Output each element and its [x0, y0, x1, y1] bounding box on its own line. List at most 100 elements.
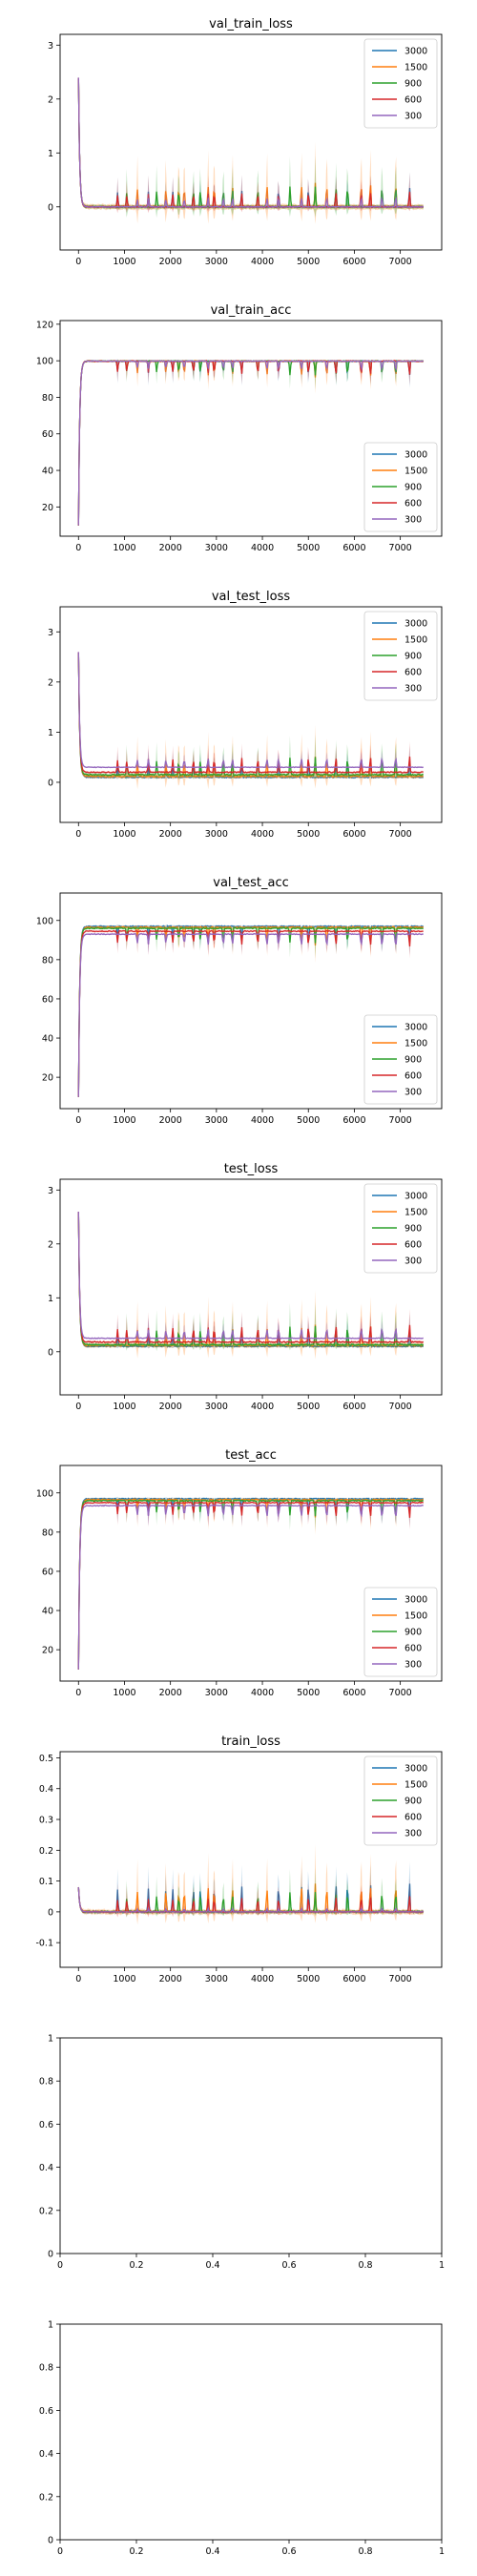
y-tick-label: 100: [36, 1488, 53, 1499]
axes-frame: [59, 1751, 443, 1968]
x-tick-label: 0: [75, 829, 81, 840]
legend-label-900: 900: [404, 1055, 422, 1066]
legend-box: [363, 611, 438, 701]
x-tick-label: 6000: [342, 1402, 365, 1412]
x-tick-label: 6000: [342, 257, 365, 267]
legend-label-3000: 3000: [404, 1595, 427, 1606]
legend-label-900: 900: [404, 652, 422, 662]
chart-title: val_test_loss: [212, 590, 291, 604]
x-tick-label: 4000: [251, 1974, 274, 1984]
chart-panel-9: 0 0.2 0.4 0.6 0.8 1 0 0.2 0.4 0.6 0.8 1: [39, 2320, 445, 2558]
legend-label-3000: 3000: [404, 47, 427, 57]
series-line-300: [77, 652, 425, 769]
y-tick-label: 20: [42, 1073, 53, 1084]
series-line-1500: [77, 1211, 425, 1348]
y-tick-label: 0.8: [39, 2363, 53, 2374]
plot-area: [77, 74, 424, 224]
x-tick-label: 3000: [205, 1688, 228, 1698]
legend-label-3000: 3000: [404, 1023, 427, 1033]
series-line-900: [77, 925, 424, 1097]
legend-box: [363, 442, 438, 532]
y-tick-label: 0: [48, 202, 53, 213]
y-tick-label: 0.4: [39, 1784, 53, 1795]
series-band-1500: [78, 1209, 424, 1360]
x-tick-label: 1000: [113, 829, 135, 840]
legend-label-3000: 3000: [404, 1192, 427, 1202]
x-tick-label: 0.6: [281, 2260, 296, 2271]
legend-box: [363, 1183, 438, 1274]
y-tick-label: 0: [48, 2250, 53, 2260]
x-tick-label: 0: [75, 257, 81, 267]
x-tick-label: 5000: [297, 1974, 320, 1984]
x-tick-label: 1: [439, 2546, 445, 2557]
x-tick-label: 7000: [389, 829, 412, 840]
series-band-600: [78, 1878, 424, 1918]
legend-label-1500: 1500: [404, 1611, 427, 1622]
legend-label-600: 600: [404, 1071, 422, 1082]
x-tick-label: 2000: [159, 1974, 182, 1984]
x-tick-label: 5000: [297, 257, 320, 267]
legend-label-300: 300: [404, 1660, 422, 1671]
y-tick-label: 1: [48, 1294, 53, 1304]
y-tick-label: 0.4: [39, 2449, 53, 2460]
y-tick-label: 120: [36, 320, 53, 330]
x-tick-label: 4000: [251, 543, 274, 553]
legend-label-300: 300: [404, 1829, 422, 1839]
y-tick-label: 2: [48, 677, 53, 688]
y-tick-label: 1: [48, 2320, 53, 2331]
x-tick-label: 4000: [251, 829, 274, 840]
x-tick-label: 7000: [389, 543, 412, 553]
plot-area: [77, 924, 425, 1098]
y-tick-label: 1: [48, 728, 53, 738]
x-tick-label: 0.2: [129, 2546, 143, 2557]
y-tick-label: 0.5: [39, 1754, 53, 1764]
series-line-900: [77, 1211, 425, 1347]
legend-label-3000: 3000: [404, 450, 427, 461]
x-tick-label: 2000: [159, 1402, 182, 1412]
x-tick-label: 4000: [251, 1688, 274, 1698]
y-tick-label: 60: [42, 994, 53, 1005]
x-tick-label: 3000: [205, 1115, 228, 1126]
x-tick-label: 7000: [389, 257, 412, 267]
x-tick-label: 5000: [297, 1402, 320, 1412]
axes-frame: [59, 1465, 443, 1682]
y-tick-label: 100: [36, 357, 53, 367]
y-tick-label: 40: [42, 467, 53, 477]
x-tick-label: 7000: [389, 1115, 412, 1126]
legend-box: [363, 38, 438, 129]
y-tick-label: 80: [42, 955, 53, 966]
y-tick-label: 40: [42, 1034, 53, 1045]
plot-area: [77, 1496, 425, 1671]
x-tick-label: 3000: [205, 829, 228, 840]
x-tick-label: 6000: [342, 1974, 365, 1984]
x-tick-label: 2000: [159, 543, 182, 553]
x-tick-label: 7000: [389, 1974, 412, 1984]
x-tick-label: 2000: [159, 829, 182, 840]
axes-frame: [59, 2323, 443, 2541]
x-tick-label: 0: [75, 1974, 81, 1984]
legend-label-900: 900: [404, 1628, 422, 1638]
x-tick-label: 3000: [205, 1402, 228, 1412]
axes-frame: [59, 33, 443, 251]
axes-frame: [59, 320, 443, 537]
y-tick-label: 40: [42, 1607, 53, 1617]
chart-panel-5: test_loss 0 1000 2000 3000 4000 5000 6000 7000 0 1…: [48, 1162, 443, 1412]
x-tick-label: 1000: [113, 257, 135, 267]
x-tick-label: 0: [75, 1688, 81, 1698]
y-tick-label: 3: [48, 1186, 53, 1196]
chart-title: val_train_loss: [209, 17, 293, 31]
legend: 3000 1500 900 600 300: [363, 442, 438, 532]
y-tick-label: 0: [48, 1907, 53, 1918]
x-tick-label: 5000: [297, 1115, 320, 1126]
x-tick-label: 1000: [113, 1688, 135, 1698]
y-tick-label: 0: [48, 1347, 53, 1358]
series-line-300: [77, 360, 424, 526]
series-line-600: [77, 652, 424, 775]
y-tick-label: 80: [42, 1527, 53, 1538]
chart-title: val_train_acc: [211, 303, 292, 318]
legend-label-900: 900: [404, 483, 422, 493]
legend-label-1500: 1500: [404, 63, 427, 73]
x-tick-label: 6000: [342, 1688, 365, 1698]
